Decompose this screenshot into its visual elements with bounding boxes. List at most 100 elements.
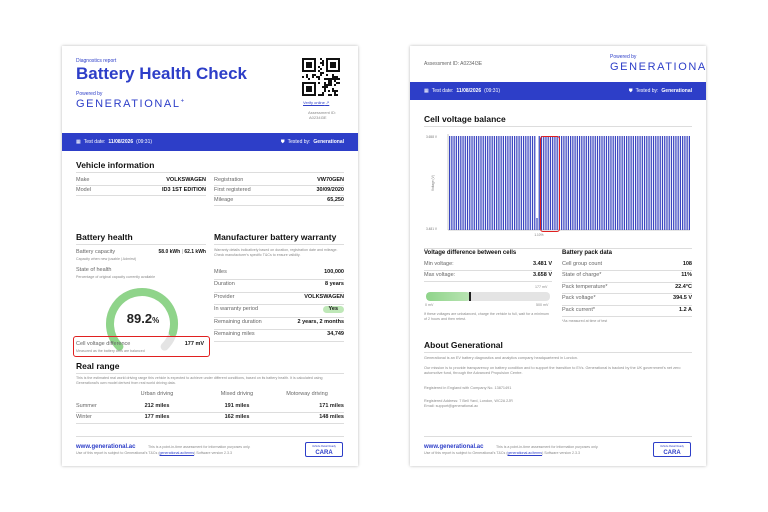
cell-bar [473,136,475,230]
range-row-label: Summer [76,403,97,409]
pack-row-pack-voltage--label: Pack voltage* [562,295,596,302]
range-cell: 212 miles [144,403,170,409]
warranty-row-remaining-miles: Remaining miles 34,749 [214,331,344,338]
cell-bar [617,136,619,230]
cell-diff-value: 177 mV [184,341,204,347]
cell-bar [496,136,498,230]
terms-link[interactable]: generational.ac/terms [507,451,543,455]
terms-link[interactable]: generational.ac/terms [159,451,195,455]
divider [76,412,344,413]
cell-bar [621,136,623,230]
cell-bar [538,136,540,230]
vehicle-row-first-registered-value: 30/09/2020 [316,187,344,193]
cell-bar [641,136,643,230]
range-cell: 162 miles [224,414,250,420]
pack-row-state-of-charge--value: 11% [681,272,692,279]
warranty-row-provider: Provider VOLKSWAGEN [214,294,344,301]
vehicle-row-model-label: Model [76,187,91,193]
cell-bar [648,136,650,230]
voltage-diff-heading: Voltage difference between cells [424,250,517,256]
about-heading: About Generational [424,340,503,350]
cell-bar [543,136,545,230]
calendar-icon: ▦ [424,88,429,94]
cell-bar [596,136,599,230]
shield-icon: ⛊ [628,88,633,94]
voltage-row-min-value: 3.481 V [533,261,552,267]
cell-bar [650,136,652,230]
brand-logo: GENERATIONAL+ [610,61,706,73]
cell-diff-note: Measured as the battery cells are balanc… [76,349,145,353]
cell-bar [601,136,603,230]
divider [214,195,344,196]
divider [562,304,692,306]
cell-bar [471,136,473,230]
cell-bar [507,136,509,230]
cell-bar [628,136,630,230]
pack-row-pack-temperature--value: 22.4°C [675,283,692,290]
vehicle-info-heading: Vehicle information [76,160,155,170]
cell-diff-highlight [73,336,210,357]
pack-row-cell-group-count-label: Cell group count [562,261,603,267]
cell-bar [581,136,583,230]
cell-bar [527,136,529,230]
footer-site-link[interactable]: www.generational.ac [76,444,136,450]
footer-site-link[interactable]: www.generational.ac [424,444,484,450]
battery-health-heading: Battery health [76,232,133,242]
cell-bar [536,218,538,230]
warranty-heading: Manufacturer battery warranty [214,232,337,242]
vehicle-row-first-registered-label: First registered [214,187,251,193]
battery-capacity-value: 58.0 kWh | 62.1 kWh [158,249,206,255]
divider [214,185,344,186]
voltage-row-max-label: Max voltage: [424,272,456,278]
divider [214,304,344,306]
cell-bar [520,136,522,230]
soh-note: Percentage of original capacity currentl… [76,275,156,279]
divider [76,244,206,245]
cell-bar [457,136,460,230]
vehicle-row-make-value: VOLKSWAGEN [166,177,206,183]
footer-disclaimer: This is a point-in-time assessment for i… [148,445,251,449]
scale-marker [469,292,471,301]
voltage-diff-scale [426,292,550,301]
divider [76,195,206,196]
battery-capacity-label: Battery capacity [76,249,116,255]
capacity-note: Capacity when new (usable | Admirst) [76,257,137,261]
warranty-row-provider-value: VOLKSWAGEN [304,293,344,300]
cell-bar [484,136,487,230]
cara-logo: Vehicle Retail Ready CARA [653,442,691,457]
scale-max: 500 mV [536,303,549,307]
cell-bar [657,136,659,230]
about-p3: Registered in England with Company No. 1… [424,386,512,390]
assessment-id: A0234I3E [309,115,327,120]
min-cell-highlight [540,136,560,232]
pack-row-pack-temperature--label: Pack temperature* [562,283,608,290]
warranty-row-in-warranty-period-label: In warranty period [214,306,259,313]
verify-online-link[interactable]: Verify online ↗ [303,100,330,105]
cell-bar [482,136,484,230]
cell-bar [505,136,507,230]
range-cell: 171 miles [319,403,344,409]
cell-bar [682,136,684,230]
divider [214,205,344,206]
voltage-row-min-label: Min voltage: [424,261,454,267]
range-row-label: Winter [76,414,92,420]
cell-bar [464,136,466,230]
divider [424,126,692,127]
warranty-status-badge: Yes [322,306,344,314]
scale-marker-label: 177 mV [535,285,548,289]
shield-icon: ⛊ [280,139,285,145]
real-range-note: This is the estimated real world driving… [76,376,323,385]
footer-terms: Use of this report is subject to Generat… [424,451,581,455]
cell-bar [652,136,655,230]
cell-bar [469,136,471,230]
cell-bar [664,136,666,230]
pack-row-state-of-charge-: State of charge* 11% [562,272,692,279]
pack-row-pack-current--label: Pack current* [562,306,596,313]
warranty-row-in-warranty-period: In warranty period Yes [214,306,344,314]
y-tick-bottom: 3.481 V [426,227,438,231]
cell-bar [668,136,670,230]
range-col-header: Mixed driving [220,391,254,397]
cell-bar [491,136,493,230]
cell-bar [585,136,587,230]
voltage-diff-note: If these voltages are unbalanced, charge… [424,312,549,321]
